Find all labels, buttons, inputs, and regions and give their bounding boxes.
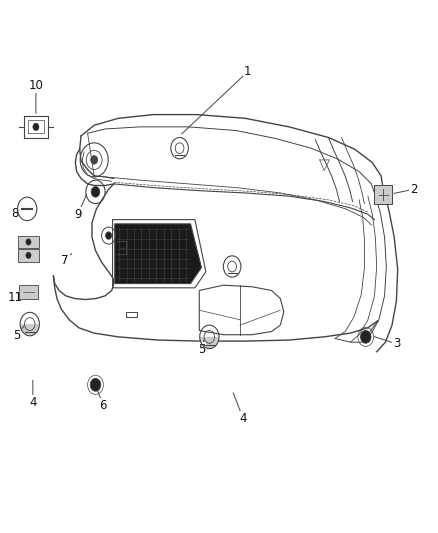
Text: 5: 5 — [198, 343, 205, 356]
Text: 3: 3 — [393, 337, 400, 350]
Circle shape — [106, 232, 112, 239]
Text: 9: 9 — [74, 208, 82, 221]
Text: 11: 11 — [8, 291, 23, 304]
Text: 1: 1 — [244, 66, 251, 78]
FancyBboxPatch shape — [18, 236, 39, 248]
Text: 6: 6 — [99, 399, 107, 411]
Circle shape — [360, 330, 371, 343]
Wedge shape — [20, 324, 39, 336]
Text: 10: 10 — [28, 79, 43, 92]
Text: 5: 5 — [13, 329, 20, 342]
FancyBboxPatch shape — [374, 185, 392, 204]
Text: 7: 7 — [61, 254, 69, 266]
FancyBboxPatch shape — [18, 249, 39, 262]
Wedge shape — [200, 337, 219, 349]
Circle shape — [26, 252, 31, 259]
Circle shape — [26, 239, 31, 245]
Polygon shape — [115, 224, 201, 284]
Circle shape — [91, 187, 100, 197]
Circle shape — [33, 123, 39, 131]
Text: 2: 2 — [410, 183, 418, 196]
Circle shape — [90, 378, 101, 391]
FancyBboxPatch shape — [19, 285, 38, 299]
Circle shape — [91, 156, 98, 164]
Text: 4: 4 — [29, 396, 37, 409]
Text: 8: 8 — [12, 207, 19, 220]
Polygon shape — [199, 285, 284, 335]
Text: 4: 4 — [239, 412, 247, 425]
